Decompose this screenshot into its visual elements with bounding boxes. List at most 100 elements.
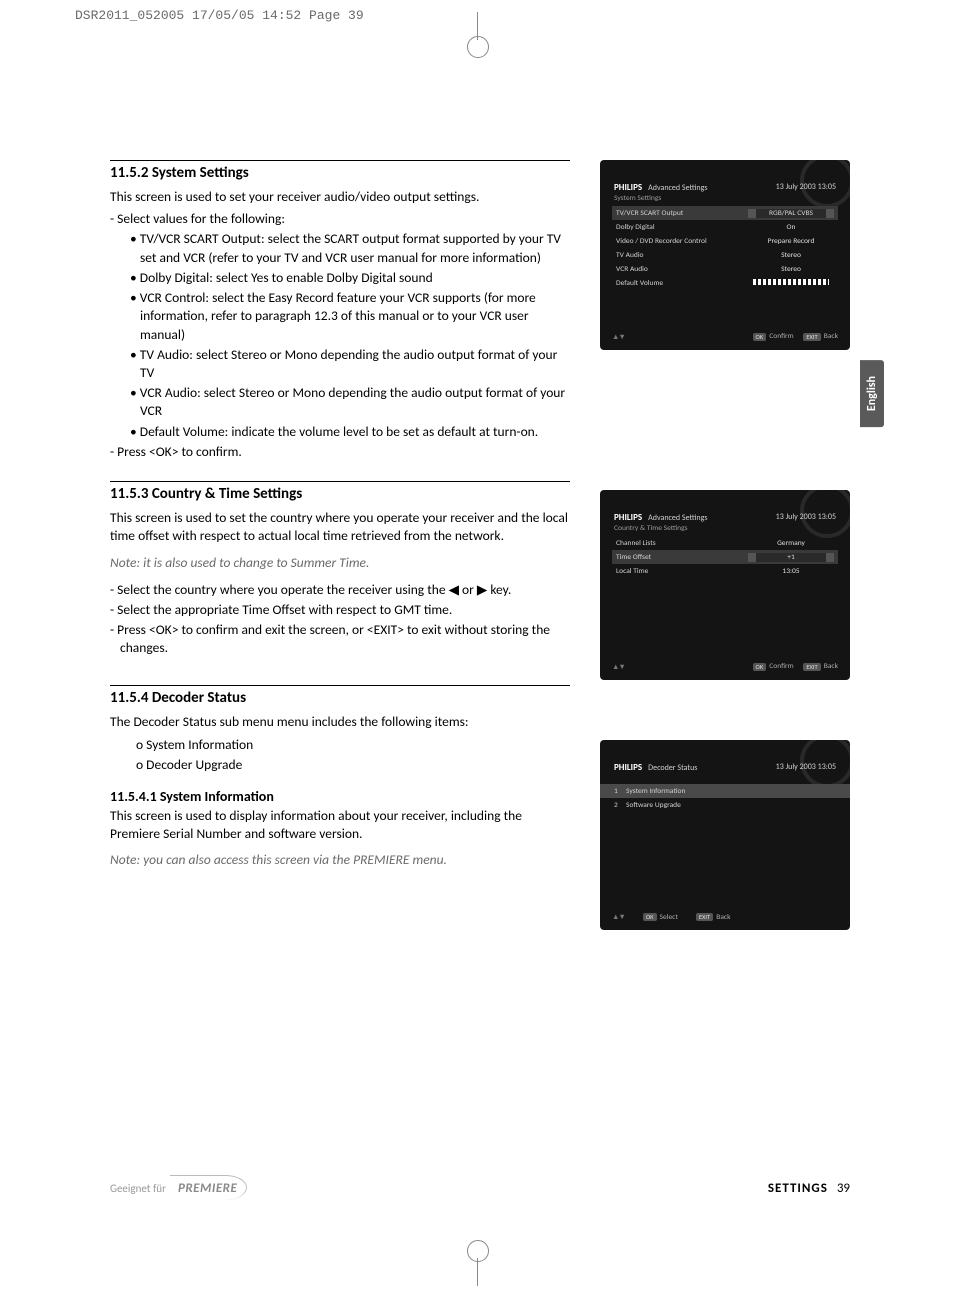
brand-name: PHILIPS — [614, 182, 642, 193]
bullet-vcr-audio: • VCR Audio: select Stereo or Mono depen… — [110, 384, 570, 420]
right-column: PHILIPS Advanced Settings 13 July 2003 1… — [600, 160, 850, 990]
menu-num: 1 — [614, 787, 626, 796]
bullet-tv-audio: • TV Audio: select Stereo or Mono depend… — [110, 346, 570, 382]
subsection-body-sysinfo: This screen is used to display informati… — [110, 807, 570, 843]
exit-button[interactable]: EXITBack — [696, 913, 731, 922]
page-content: 11.5.2 System Settings This screen is us… — [110, 160, 850, 990]
row-value: On — [748, 223, 834, 232]
dash-time-offset: - Select the appropriate Time Offset wit… — [110, 601, 570, 619]
row-value: 13:05 — [748, 567, 834, 576]
menu-item-upgrade[interactable]: 2 Software Upgrade — [600, 798, 850, 812]
row-volume[interactable]: Default Volume — [612, 276, 838, 290]
row-dolby[interactable]: Dolby Digital On — [612, 220, 838, 234]
ok-button[interactable]: OKConfirm — [753, 662, 794, 671]
ok-button[interactable]: OKConfirm — [753, 332, 794, 341]
premiere-logo: PREMIERE — [172, 1179, 243, 1198]
intro-1153: This screen is used to set the country w… — [110, 509, 570, 545]
exit-label: Back — [824, 332, 838, 341]
brand-sub: Advanced Settings — [648, 513, 707, 523]
left-column: 11.5.2 System Settings This screen is us… — [110, 160, 570, 878]
row-channel-lists[interactable]: Channel Lists Germany — [612, 536, 838, 550]
row-recorder[interactable]: Video / DVD Recorder Control Prepare Rec… — [612, 234, 838, 248]
row-value: Stereo — [748, 251, 834, 260]
note-premiere-menu: Note: you can also access this screen vi… — [110, 851, 570, 868]
brand-sub: Decoder Status — [648, 763, 697, 773]
print-header: DSR2011_052005 17/05/05 14:52 Page 39 — [75, 8, 364, 23]
dash-press-ok: - Press <OK> to confirm. — [110, 443, 570, 461]
row-label: Dolby Digital — [616, 223, 655, 232]
datetime-label: 13 July 2003 13:05 — [776, 182, 836, 192]
ok-label: Confirm — [769, 332, 793, 341]
menu-label: Software Upgrade — [626, 801, 681, 810]
row-local-time[interactable]: Local Time 13:05 — [612, 564, 838, 578]
ok-button[interactable]: OKSelect — [643, 913, 678, 922]
brand-label: PHILIPS Decoder Status — [614, 762, 697, 773]
subsection-title-sysinfo: 11.5.4.1 System Information — [110, 788, 570, 805]
row-time-offset[interactable]: Time Offset +1 — [612, 550, 838, 564]
ok-label: Select — [660, 913, 678, 922]
bullets-1152: - Select values for the following: • TV/… — [110, 210, 570, 461]
brand-label: PHILIPS Advanced Settings — [614, 182, 707, 193]
datetime-label: 13 July 2003 13:05 — [776, 512, 836, 522]
row-label: VCR Audio — [616, 265, 648, 274]
bullet-default-volume: • Default Volume: indicate the volume le… — [110, 423, 570, 441]
settings-rows: Channel Lists Germany Time Offset +1 Loc… — [612, 536, 838, 578]
brand-label: PHILIPS Advanced Settings — [614, 512, 707, 523]
ok-key: OK — [753, 333, 767, 341]
menu-item-sysinfo[interactable]: 1 System Information — [600, 784, 850, 798]
breadcrumb: Country & Time Settings — [614, 524, 688, 533]
bullet-scart: • TV/VCR SCART Output: select the SCART … — [110, 230, 570, 266]
datetime-label: 13 July 2003 13:05 — [776, 762, 836, 772]
arrows-icon — [612, 662, 625, 672]
bullets-1154: o System Information o Decoder Upgrade — [110, 736, 570, 774]
intro-1154: The Decoder Status sub menu menu include… — [110, 713, 570, 731]
exit-label: Back — [716, 913, 730, 922]
row-value: RGB/PAL CVBS — [748, 209, 834, 218]
row-label: Video / DVD Recorder Control — [616, 237, 707, 246]
exit-button[interactable]: EXIT Back — [803, 332, 838, 341]
ok-key: OK — [753, 663, 767, 671]
screenshot-decoder-status: PHILIPS Decoder Status 13 July 2003 13:0… — [600, 740, 850, 930]
bullet-dolby: • Dolby Digital: select Yes to enable Do… — [110, 269, 570, 287]
row-value: Stereo — [748, 265, 834, 274]
ok-label: Confirm — [769, 662, 793, 671]
dash-ok-exit: - Press <OK> to confirm and exit the scr… — [110, 621, 570, 657]
brand-name: PHILIPS — [614, 762, 642, 773]
section-title-system-settings: 11.5.2 System Settings — [110, 160, 570, 182]
menu-list: 1 System Information 2 Software Upgrade — [600, 784, 850, 812]
menu-num: 2 — [614, 801, 626, 810]
exit-button[interactable]: EXIT Back — [803, 662, 838, 671]
screenshot-footer: OKConfirm EXIT Back — [612, 332, 838, 342]
row-value: Germany — [748, 539, 834, 548]
row-label: Local Time — [616, 567, 648, 576]
intro-1152: This screen is used to set your receiver… — [110, 188, 570, 206]
menu-label: System Information — [626, 787, 685, 796]
geeignet-label: Geeignet für — [110, 1182, 166, 1195]
bullet-vcr-control: • VCR Control: select the Easy Record fe… — [110, 289, 570, 344]
settings-rows: TV/VCR SCART Output RGB/PAL CVBS Dolby D… — [612, 206, 838, 290]
bullets-1153: - Select the country where you operate t… — [110, 581, 570, 658]
dash-select-country: - Select the country where you operate t… — [110, 581, 570, 599]
screenshot-system-settings: PHILIPS Advanced Settings 13 July 2003 1… — [600, 160, 850, 350]
row-label: Channel Lists — [616, 539, 656, 548]
row-label: TV Audio — [616, 251, 644, 260]
arrows-icon — [612, 912, 625, 922]
language-tab: English — [860, 360, 884, 427]
footer-left: Geeignet für PREMIERE — [110, 1179, 243, 1198]
exit-key: EXIT — [803, 663, 820, 671]
exit-label: Back — [824, 662, 838, 671]
row-value: +1 — [748, 553, 834, 562]
ok-key: OK — [643, 913, 657, 921]
section-title-decoder-status: 11.5.4 Decoder Status — [110, 685, 570, 707]
row-scart[interactable]: TV/VCR SCART Output RGB/PAL CVBS — [612, 206, 838, 220]
row-tvaudio[interactable]: TV Audio Stereo — [612, 248, 838, 262]
row-vcraudio[interactable]: VCR Audio Stereo — [612, 262, 838, 276]
exit-key: EXIT — [803, 333, 820, 341]
footer-page-number: 39 — [837, 1181, 850, 1196]
dash-select-values: - Select values for the following: — [110, 210, 570, 228]
exit-key: EXIT — [696, 913, 713, 921]
brand-sub: Advanced Settings — [648, 183, 707, 193]
item-decoder-upgrade: o Decoder Upgrade — [110, 756, 570, 774]
screenshot-country-time: PHILIPS Advanced Settings 13 July 2003 1… — [600, 490, 850, 680]
volume-bar — [748, 279, 834, 288]
